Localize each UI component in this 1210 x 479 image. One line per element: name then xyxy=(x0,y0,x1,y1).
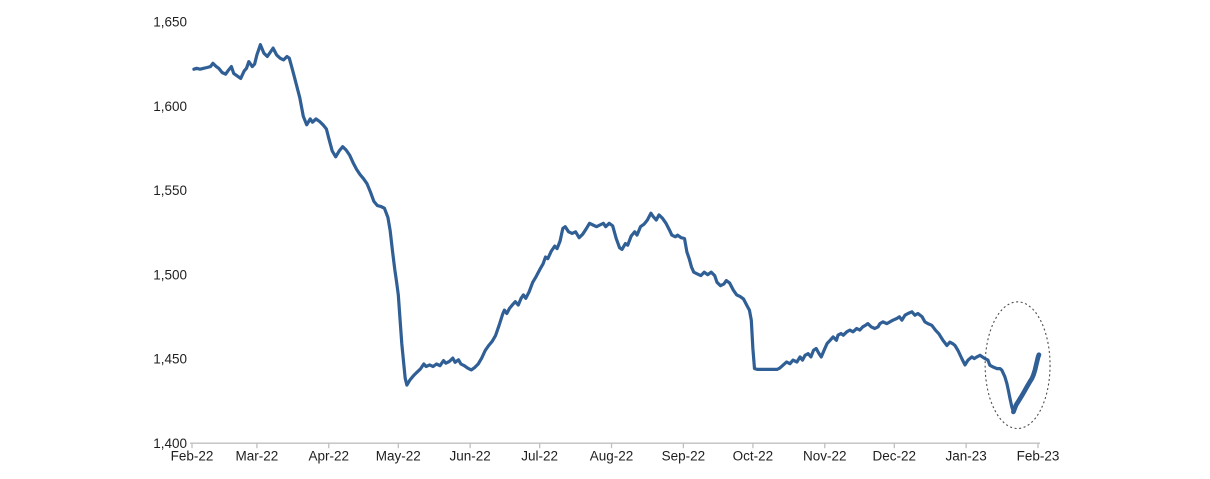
x-tick-label: Mar-22 xyxy=(236,449,279,464)
y-tick-label: 1,400 xyxy=(153,436,187,451)
x-tick-label: Jun-22 xyxy=(449,449,490,464)
x-tick-label: Oct-22 xyxy=(733,449,774,464)
y-tick-label: 1,550 xyxy=(153,183,187,198)
x-tick-label: Sep-22 xyxy=(662,449,706,464)
highlight-ellipse xyxy=(984,301,1051,430)
y-tick-label: 1,450 xyxy=(153,352,187,367)
series-line-highlighted-tail xyxy=(1011,352,1042,415)
y-tick-label: 1,500 xyxy=(153,267,187,282)
x-tick-label: Apr-22 xyxy=(308,449,349,464)
x-tick-label: Feb-22 xyxy=(171,449,214,464)
x-tick-label: Dec-22 xyxy=(873,449,917,464)
y-tick-label: 1,600 xyxy=(153,99,187,114)
x-tick-label: Jan-23 xyxy=(946,449,987,464)
series-line xyxy=(192,43,1015,414)
x-tick-label: Jul-22 xyxy=(521,449,558,464)
x-tick-label: Feb-23 xyxy=(1017,449,1060,464)
x-tick-label: May-22 xyxy=(376,449,421,464)
y-tick-label: 1,650 xyxy=(153,15,187,30)
x-tick-label: Aug-22 xyxy=(590,449,634,464)
x-tick-label: Nov-22 xyxy=(803,449,847,464)
